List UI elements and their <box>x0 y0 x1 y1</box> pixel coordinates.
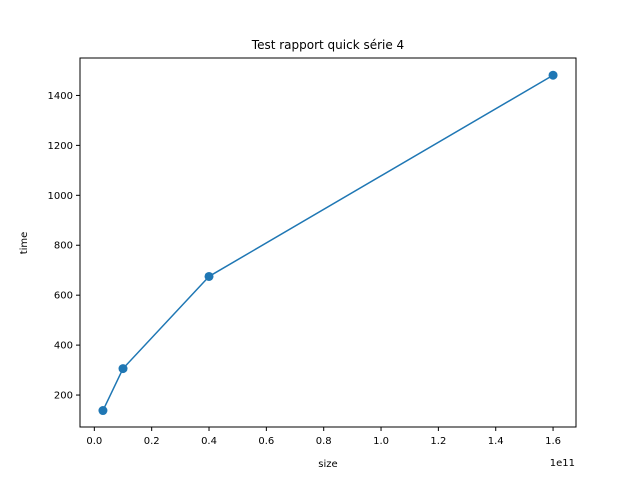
data-point <box>204 271 214 281</box>
x-tick-label: 0.0 <box>86 436 102 447</box>
y-tick-label: 1400 <box>48 91 73 102</box>
x-axis-label: size <box>318 459 337 470</box>
plot-area <box>98 70 558 416</box>
x-axis-offset-label: 1e11 <box>550 458 575 469</box>
y-tick-label: 200 <box>54 391 73 402</box>
axes-frame <box>79 57 577 428</box>
data-point <box>118 364 128 374</box>
x-tick-label: 1.2 <box>430 436 446 447</box>
x-tick-label: 0.6 <box>258 436 274 447</box>
x-tick-label: 1.6 <box>545 436 561 447</box>
y-axis-label: time <box>19 232 30 255</box>
x-tick-label: 0.2 <box>144 436 160 447</box>
y-tick-label: 600 <box>54 291 73 302</box>
y-tick-label: 800 <box>54 241 73 252</box>
data-point <box>548 70 558 80</box>
axes: 0.0 0.2 0.4 0.6 0.8 1.0 1.2 1.4 1.6 200 400 600 800 1… <box>48 57 577 447</box>
data-point <box>98 406 108 416</box>
series-line <box>102 74 554 411</box>
y-tick-label: 1000 <box>48 191 73 202</box>
x-tick-label: 1.0 <box>373 436 389 447</box>
x-tick-label: 0.8 <box>316 436 332 447</box>
y-tick-label: 1200 <box>48 141 73 152</box>
x-tick-label: 0.4 <box>201 436 217 447</box>
chart-title: Test rapport quick série 4 <box>251 38 404 52</box>
y-tick-label: 400 <box>54 341 73 352</box>
x-tick-label: 1.4 <box>488 436 504 447</box>
